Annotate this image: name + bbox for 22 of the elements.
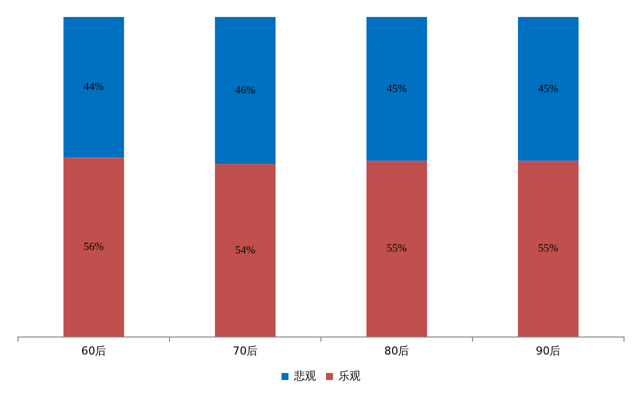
- bar: [366, 160, 428, 337]
- legend-label: 乐观: [338, 369, 360, 382]
- x-tick-label: 60后: [81, 344, 106, 358]
- data-label: 55%: [386, 242, 407, 255]
- bar: [63, 17, 124, 158]
- bar: [214, 17, 276, 164]
- bar: [518, 17, 579, 161]
- bar: [366, 17, 428, 161]
- legend-label: 悲观: [293, 369, 316, 382]
- data-label: 55%: [538, 242, 558, 255]
- data-label: 44%: [84, 81, 104, 94]
- x-tick-label: 70后: [232, 344, 258, 358]
- data-label: 45%: [386, 82, 407, 95]
- data-label: 56%: [84, 241, 104, 254]
- bar: [214, 164, 276, 337]
- data-label: 45%: [538, 82, 558, 95]
- data-label: 54%: [235, 244, 256, 256]
- data-label: 46%: [235, 84, 256, 96]
- x-tick-label: 80后: [384, 344, 410, 358]
- bar: [518, 160, 579, 337]
- bar: [63, 158, 124, 337]
- x-tick-label: 90后: [536, 344, 561, 358]
